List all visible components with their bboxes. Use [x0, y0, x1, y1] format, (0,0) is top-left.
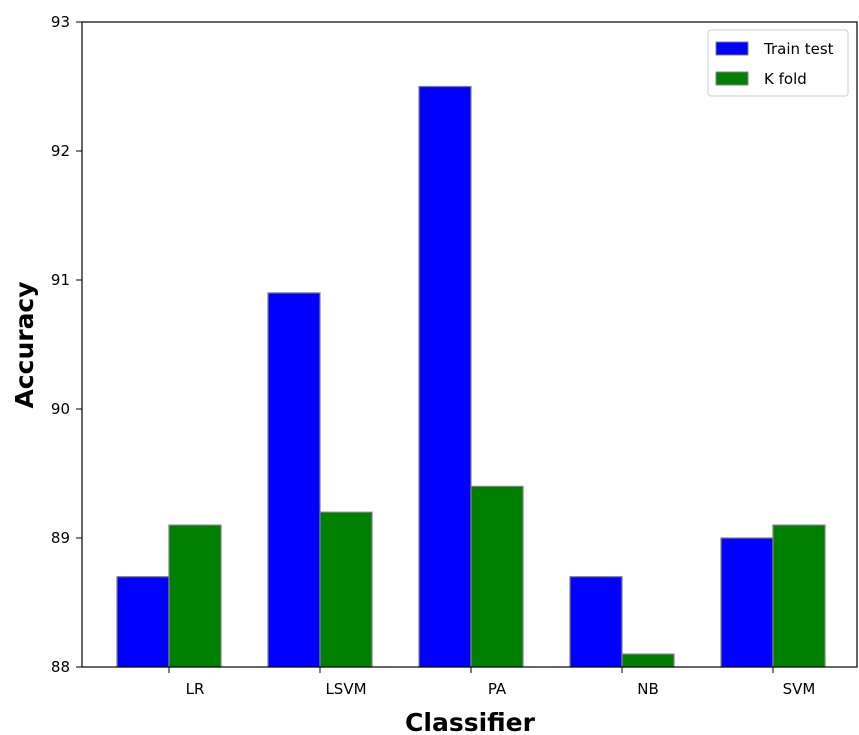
- bar-lsvm-train-test: [267, 292, 321, 668]
- x-tick-label-svm: SVM: [783, 680, 816, 698]
- bar-lr-k-fold: [168, 524, 222, 668]
- x-tick-label-lr: LR: [186, 680, 205, 698]
- legend-swatch-k-fold: [715, 71, 749, 86]
- legend-label-train-test: Train test: [763, 40, 834, 58]
- y-tick-label: 92: [51, 142, 70, 160]
- bar-pa-k-fold: [470, 485, 524, 668]
- y-tick-label: 88: [51, 658, 70, 676]
- x-tick-label-lsvm: LSVM: [325, 680, 366, 698]
- y-tick-label: 90: [51, 400, 70, 418]
- legend: Train test K fold: [707, 29, 849, 97]
- bar-pa-train-test: [418, 85, 472, 668]
- x-tick-label-nb: NB: [637, 680, 659, 698]
- y-tick-label: 89: [51, 529, 70, 547]
- bar-svm-k-fold: [772, 524, 826, 668]
- bar-nb-k-fold: [621, 653, 675, 668]
- legend-label-k-fold: K fold: [764, 70, 807, 88]
- bar-nb-train-test: [569, 576, 623, 668]
- legend-swatch-train-test: [715, 41, 749, 56]
- y-axis-ticks: 88 89 90 91 92 93: [51, 13, 82, 676]
- y-axis-label: Accuracy: [10, 281, 39, 408]
- bar-lsvm-k-fold: [319, 511, 373, 668]
- plot-frame: [81, 21, 858, 668]
- bar-svm-train-test: [720, 537, 774, 668]
- y-tick-label: 91: [51, 271, 70, 289]
- x-axis-ticks: LR LSVM PA NB SVM: [168, 667, 816, 698]
- bar-lr-train-test: [116, 576, 170, 668]
- bars-group: [116, 85, 826, 668]
- x-axis-label: Classifier: [405, 708, 536, 735]
- x-tick-label-pa: PA: [488, 680, 507, 698]
- y-tick-label: 93: [51, 13, 70, 31]
